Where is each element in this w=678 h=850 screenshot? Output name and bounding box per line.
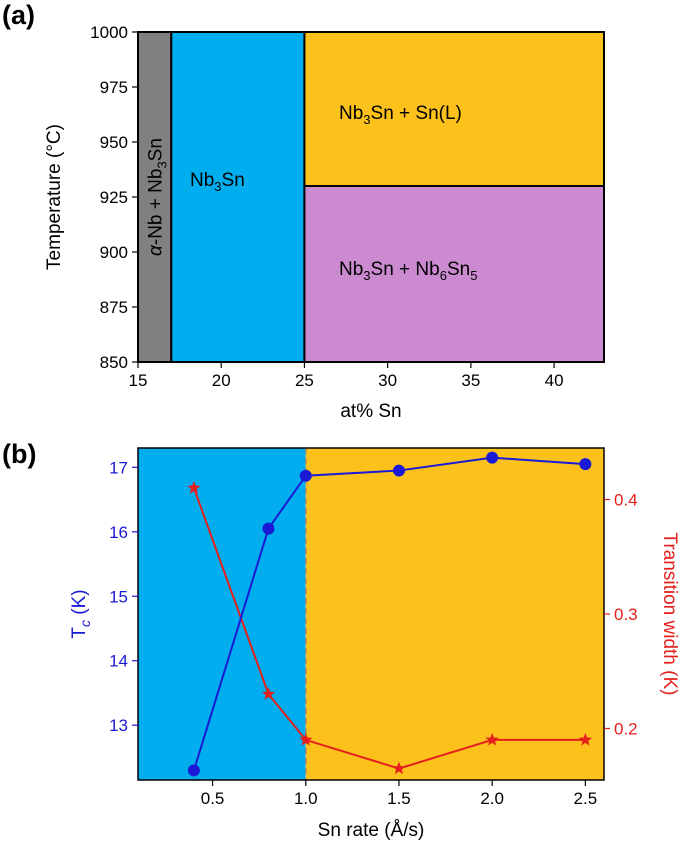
- tc-line: [192, 456, 586, 771]
- left-y-axis-label: Tc​ (K): [69, 589, 93, 638]
- x-tick-label: 2.5: [574, 789, 598, 808]
- region-2-area: [303, 31, 605, 187]
- x-tick-label: 30: [378, 371, 397, 390]
- region-label-alpha-nb: α-Nb + Nb3​Sn: [146, 138, 170, 256]
- tc-point: [579, 458, 592, 471]
- x-tick-label: 1.5: [387, 789, 411, 808]
- right-y-tick-label: 0.2: [614, 719, 638, 738]
- left-y-tick-label: 13: [109, 716, 128, 735]
- region-label-nb3sn-nb6sn5: Nb3​Sn + Nb6​Sn5​: [339, 259, 477, 283]
- transition-width-point: [392, 761, 406, 775]
- x-tick-label: 40: [545, 371, 564, 390]
- transition-width-point: [299, 732, 313, 746]
- region-3-area: [303, 185, 605, 363]
- x-tick-label: 2.0: [480, 789, 504, 808]
- transition-width-point: [187, 481, 201, 494]
- x-axis-label: Sn rate (Å/s): [318, 820, 425, 841]
- region-label-nb3sn: Nb3​Sn: [190, 170, 245, 194]
- region-1-area: [170, 31, 306, 363]
- y-tick-label: 950: [100, 133, 128, 152]
- y-tick-label: 900: [100, 243, 128, 262]
- right-y-axis-label: Transition width (K): [659, 533, 678, 696]
- background-left-region: [138, 448, 306, 780]
- left-y-tick-label: 16: [109, 523, 128, 542]
- y-tick-label: 975: [100, 78, 128, 97]
- y-axis-label: Temperature (°C): [44, 124, 65, 270]
- transition-width-point: [261, 687, 276, 700]
- x-tick-label: 20: [212, 371, 231, 390]
- right-y-tick-label: 0.4: [614, 491, 638, 510]
- tc-point: [187, 764, 200, 777]
- background-right-region: [305, 448, 604, 780]
- tc-point: [486, 451, 499, 464]
- panel-b-label: (b): [2, 439, 36, 469]
- transition-width-line: [192, 487, 586, 770]
- right-y-tick-label: 0.3: [614, 605, 638, 624]
- panel-a-phase-diagram: (a) α-Nb + Nb3​Sn Nb3​Sn Nb3​Sn + Sn(L) Nb3​…: [2, 0, 605, 422]
- y-tick-label: 1000: [90, 23, 128, 42]
- panel-a-label: (a): [2, 0, 35, 30]
- x-tick-label: 15: [129, 371, 148, 390]
- tc-point: [262, 522, 275, 535]
- y-tick-label: 925: [100, 188, 128, 207]
- transition-width-point: [578, 732, 593, 746]
- region-label-nb3sn-liquid: Nb3​Sn + Sn(L): [339, 103, 462, 127]
- tc-point: [392, 464, 405, 477]
- left-y-tick-label: 14: [109, 652, 128, 671]
- x-tick-label: 35: [461, 371, 480, 390]
- x-tick-label: 25: [295, 371, 314, 390]
- tc-point: [299, 469, 312, 482]
- left-y-tick-label: 17: [109, 458, 128, 477]
- x-tick-label: 0.5: [201, 789, 225, 808]
- x-tick-label: 1.0: [294, 789, 318, 808]
- transition-width-point: [485, 732, 499, 746]
- panel-b-tc-chart: (b) 0.5 1.0 1.5 2.0 2.5 13 14 15 16 17 0.2 0.3 0.4 Sn …: [2, 439, 678, 841]
- y-tick-label: 875: [100, 298, 128, 317]
- x-axis-label: at% Sn: [340, 401, 401, 422]
- y-tick-label: 850: [100, 353, 128, 372]
- left-y-tick-label: 15: [109, 587, 128, 606]
